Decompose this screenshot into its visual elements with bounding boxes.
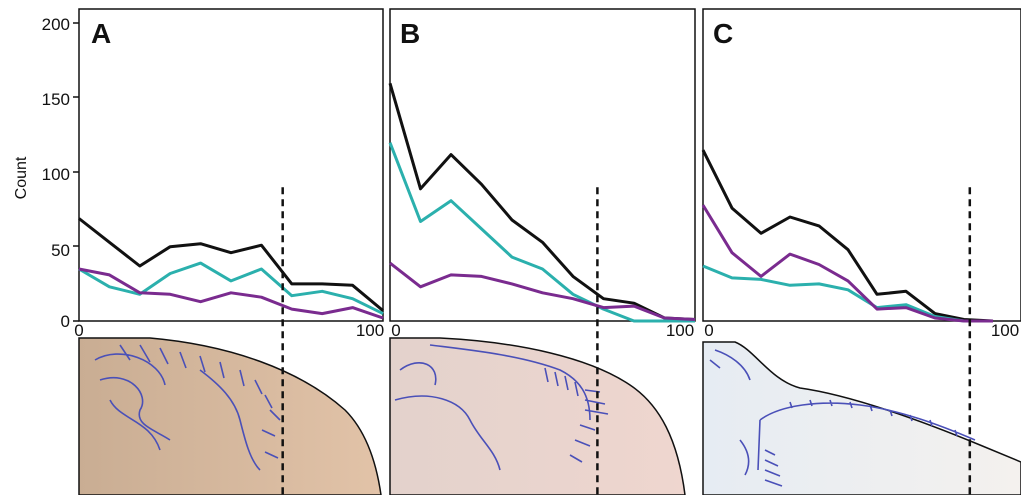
y-tick-label-0: 0	[61, 312, 70, 331]
y-axis: Count 0 50 100 150 200	[13, 15, 79, 331]
panel-a-series-line-2	[78, 261, 384, 315]
panel-b-series	[388, 82, 696, 323]
panel-c-x-tick-0: 0	[704, 321, 713, 340]
panel-a-plot-frame	[78, 8, 384, 322]
panel-b-x-tick-100: 100	[666, 321, 694, 340]
panel-b-plot-frame	[389, 8, 696, 322]
panel-b-tissue-section	[389, 337, 686, 495]
panel-a: A 0 100	[74, 8, 384, 495]
panel-b-series-line-3	[389, 261, 696, 321]
panel-c: C 0 100	[701, 8, 1021, 495]
panel-a-x-tick-0: 0	[74, 321, 83, 340]
panel-c-label: C	[713, 18, 733, 49]
panel-b-tissue-image	[389, 337, 686, 495]
panel-c-series	[701, 149, 994, 323]
panel-c-stained-tracts	[709, 349, 976, 487]
y-tick-label-100: 100	[42, 165, 70, 184]
panel-b-stained-tracts	[394, 344, 609, 471]
panel-b-label: B	[400, 18, 420, 49]
panel-c-plot-frame	[702, 8, 1021, 322]
panel-b: B 0 100	[388, 8, 696, 495]
panel-a-label: A	[91, 18, 111, 49]
panel-c-tissue-section	[702, 341, 1021, 495]
panel-c-series-line-2	[702, 264, 993, 323]
panel-a-tissue-image	[78, 337, 382, 495]
panel-a-stained-tracts	[94, 344, 281, 471]
panel-a-tissue-section	[78, 337, 382, 495]
panel-b-series-line-1	[388, 82, 696, 321]
panel-b-x-tick-0: 0	[391, 321, 400, 340]
panel-c-series-line-1	[701, 149, 994, 323]
panel-a-series	[78, 217, 384, 320]
y-tick-label-50: 50	[51, 241, 70, 260]
panel-b-series-line-2	[388, 142, 695, 323]
panel-a-series-line-3	[78, 267, 384, 320]
panel-c-x-tick-100: 100	[991, 321, 1019, 340]
panel-c-tissue-image	[702, 341, 1021, 495]
y-tick-label-150: 150	[42, 90, 70, 109]
y-tick-label-200: 200	[42, 15, 70, 34]
panel-c-series-line-3	[701, 204, 993, 323]
y-axis-label: Count	[13, 156, 30, 199]
panel-a-series-line-1	[78, 217, 384, 312]
panel-a-x-tick-100: 100	[356, 321, 384, 340]
